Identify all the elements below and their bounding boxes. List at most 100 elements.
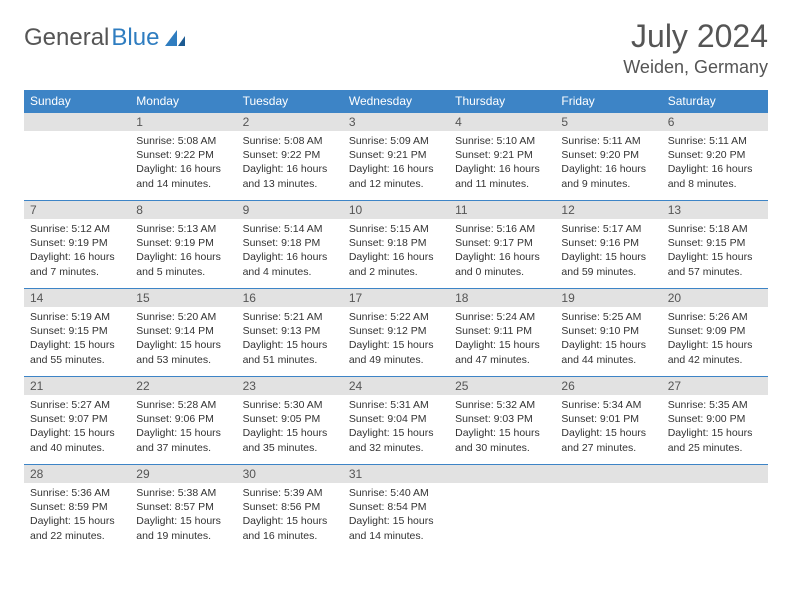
sunrise-line: Sunrise: 5:24 AM <box>455 310 549 324</box>
day-number: 26 <box>555 377 661 395</box>
day-number: 19 <box>555 289 661 307</box>
sunrise-line: Sunrise: 5:27 AM <box>30 398 124 412</box>
day-number: 1 <box>130 113 236 131</box>
sunrise-line: Sunrise: 5:40 AM <box>349 486 443 500</box>
day-number: 5 <box>555 113 661 131</box>
daylight-line: Daylight: 15 hours and 35 minutes. <box>243 426 337 454</box>
title-block: July 2024 Weiden, Germany <box>623 18 768 78</box>
day-number: 20 <box>662 289 768 307</box>
calendar-cell: 7Sunrise: 5:12 AMSunset: 9:19 PMDaylight… <box>24 201 130 289</box>
day-details: Sunrise: 5:10 AMSunset: 9:21 PMDaylight:… <box>449 131 555 195</box>
day-number: 18 <box>449 289 555 307</box>
sunrise-line: Sunrise: 5:22 AM <box>349 310 443 324</box>
calendar-cell <box>24 113 130 201</box>
day-details: Sunrise: 5:40 AMSunset: 8:54 PMDaylight:… <box>343 483 449 547</box>
day-number: 27 <box>662 377 768 395</box>
sunset-line: Sunset: 8:56 PM <box>243 500 337 514</box>
calendar-cell: 4Sunrise: 5:10 AMSunset: 9:21 PMDaylight… <box>449 113 555 201</box>
sunset-line: Sunset: 9:15 PM <box>30 324 124 338</box>
sunset-line: Sunset: 9:13 PM <box>243 324 337 338</box>
daylight-line: Daylight: 16 hours and 8 minutes. <box>668 162 762 190</box>
sunset-line: Sunset: 9:12 PM <box>349 324 443 338</box>
sunrise-line: Sunrise: 5:25 AM <box>561 310 655 324</box>
day-details: Sunrise: 5:11 AMSunset: 9:20 PMDaylight:… <box>555 131 661 195</box>
sunrise-line: Sunrise: 5:14 AM <box>243 222 337 236</box>
day-number: 15 <box>130 289 236 307</box>
day-number: 17 <box>343 289 449 307</box>
day-number: 28 <box>24 465 130 483</box>
brand-logo: GeneralBlue <box>24 24 187 52</box>
day-number <box>662 465 768 483</box>
day-details: Sunrise: 5:25 AMSunset: 9:10 PMDaylight:… <box>555 307 661 371</box>
calendar-cell: 13Sunrise: 5:18 AMSunset: 9:15 PMDayligh… <box>662 201 768 289</box>
sunrise-line: Sunrise: 5:16 AM <box>455 222 549 236</box>
calendar-cell <box>449 465 555 553</box>
brand-sail-icon <box>163 28 187 48</box>
brand-part2: Blue <box>111 24 159 52</box>
calendar-cell: 6Sunrise: 5:11 AMSunset: 9:20 PMDaylight… <box>662 113 768 201</box>
sunset-line: Sunset: 9:20 PM <box>561 148 655 162</box>
day-number <box>24 113 130 131</box>
header-row: Sunday Monday Tuesday Wednesday Thursday… <box>24 90 768 113</box>
sunset-line: Sunset: 9:14 PM <box>136 324 230 338</box>
sunset-line: Sunset: 9:22 PM <box>243 148 337 162</box>
calendar-cell: 10Sunrise: 5:15 AMSunset: 9:18 PMDayligh… <box>343 201 449 289</box>
daylight-line: Daylight: 15 hours and 53 minutes. <box>136 338 230 366</box>
daylight-line: Daylight: 15 hours and 16 minutes. <box>243 514 337 542</box>
sunset-line: Sunset: 9:11 PM <box>455 324 549 338</box>
sunrise-line: Sunrise: 5:28 AM <box>136 398 230 412</box>
calendar-cell: 25Sunrise: 5:32 AMSunset: 9:03 PMDayligh… <box>449 377 555 465</box>
day-details: Sunrise: 5:11 AMSunset: 9:20 PMDaylight:… <box>662 131 768 195</box>
calendar-cell: 8Sunrise: 5:13 AMSunset: 9:19 PMDaylight… <box>130 201 236 289</box>
daylight-line: Daylight: 16 hours and 5 minutes. <box>136 250 230 278</box>
daylight-line: Daylight: 15 hours and 30 minutes. <box>455 426 549 454</box>
day-number: 2 <box>237 113 343 131</box>
sunrise-line: Sunrise: 5:21 AM <box>243 310 337 324</box>
sunrise-line: Sunrise: 5:19 AM <box>30 310 124 324</box>
daylight-line: Daylight: 15 hours and 40 minutes. <box>30 426 124 454</box>
daylight-line: Daylight: 16 hours and 12 minutes. <box>349 162 443 190</box>
calendar-row: 1Sunrise: 5:08 AMSunset: 9:22 PMDaylight… <box>24 113 768 201</box>
calendar-cell: 22Sunrise: 5:28 AMSunset: 9:06 PMDayligh… <box>130 377 236 465</box>
calendar-cell: 11Sunrise: 5:16 AMSunset: 9:17 PMDayligh… <box>449 201 555 289</box>
daylight-line: Daylight: 15 hours and 44 minutes. <box>561 338 655 366</box>
daylight-line: Daylight: 16 hours and 13 minutes. <box>243 162 337 190</box>
calendar-cell: 30Sunrise: 5:39 AMSunset: 8:56 PMDayligh… <box>237 465 343 553</box>
sunrise-line: Sunrise: 5:38 AM <box>136 486 230 500</box>
calendar-cell: 28Sunrise: 5:36 AMSunset: 8:59 PMDayligh… <box>24 465 130 553</box>
day-details: Sunrise: 5:35 AMSunset: 9:00 PMDaylight:… <box>662 395 768 459</box>
calendar-table: Sunday Monday Tuesday Wednesday Thursday… <box>24 90 768 553</box>
day-details: Sunrise: 5:27 AMSunset: 9:07 PMDaylight:… <box>24 395 130 459</box>
col-saturday: Saturday <box>662 90 768 113</box>
day-details: Sunrise: 5:28 AMSunset: 9:06 PMDaylight:… <box>130 395 236 459</box>
day-details: Sunrise: 5:16 AMSunset: 9:17 PMDaylight:… <box>449 219 555 283</box>
sunset-line: Sunset: 9:00 PM <box>668 412 762 426</box>
sunset-line: Sunset: 9:10 PM <box>561 324 655 338</box>
day-details: Sunrise: 5:26 AMSunset: 9:09 PMDaylight:… <box>662 307 768 371</box>
calendar-cell: 31Sunrise: 5:40 AMSunset: 8:54 PMDayligh… <box>343 465 449 553</box>
col-thursday: Thursday <box>449 90 555 113</box>
sunset-line: Sunset: 9:20 PM <box>668 148 762 162</box>
sunrise-line: Sunrise: 5:15 AM <box>349 222 443 236</box>
day-number: 4 <box>449 113 555 131</box>
page-header: GeneralBlue July 2024 Weiden, Germany <box>24 18 768 78</box>
day-details: Sunrise: 5:18 AMSunset: 9:15 PMDaylight:… <box>662 219 768 283</box>
daylight-line: Daylight: 16 hours and 14 minutes. <box>136 162 230 190</box>
day-number: 9 <box>237 201 343 219</box>
sunset-line: Sunset: 9:22 PM <box>136 148 230 162</box>
day-details: Sunrise: 5:08 AMSunset: 9:22 PMDaylight:… <box>130 131 236 195</box>
daylight-line: Daylight: 15 hours and 49 minutes. <box>349 338 443 366</box>
day-details: Sunrise: 5:19 AMSunset: 9:15 PMDaylight:… <box>24 307 130 371</box>
day-details: Sunrise: 5:15 AMSunset: 9:18 PMDaylight:… <box>343 219 449 283</box>
day-number: 13 <box>662 201 768 219</box>
day-number: 23 <box>237 377 343 395</box>
day-number: 8 <box>130 201 236 219</box>
daylight-line: Daylight: 15 hours and 57 minutes. <box>668 250 762 278</box>
daylight-line: Daylight: 16 hours and 9 minutes. <box>561 162 655 190</box>
sunset-line: Sunset: 9:01 PM <box>561 412 655 426</box>
calendar-cell: 27Sunrise: 5:35 AMSunset: 9:00 PMDayligh… <box>662 377 768 465</box>
day-number: 24 <box>343 377 449 395</box>
day-details: Sunrise: 5:20 AMSunset: 9:14 PMDaylight:… <box>130 307 236 371</box>
day-number <box>449 465 555 483</box>
daylight-line: Daylight: 15 hours and 22 minutes. <box>30 514 124 542</box>
